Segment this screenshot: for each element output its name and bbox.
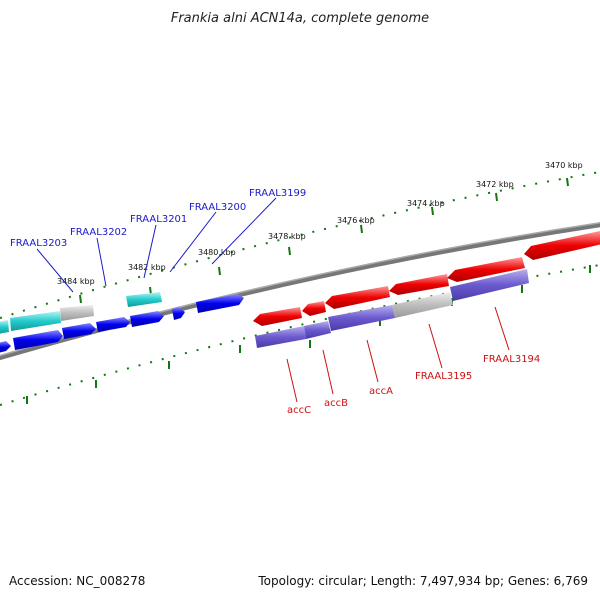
- gene-arrow[interactable]: [302, 301, 326, 316]
- gene-arrow[interactable]: [0, 341, 11, 353]
- gene-arrow[interactable]: [130, 311, 164, 327]
- gene-arrow[interactable]: [10, 311, 61, 331]
- gene-label[interactable]: FRAAL3199: [249, 188, 306, 199]
- genome-summary: Topology: circular; Length: 7,497,934 bp…: [258, 574, 588, 588]
- gene-arrow[interactable]: [253, 307, 302, 326]
- gene-arrow[interactable]: [126, 292, 162, 307]
- accession-label: Accession: NC_008278: [9, 574, 146, 588]
- gene-cds[interactable]: [392, 292, 453, 318]
- gene-label[interactable]: accA: [369, 386, 393, 397]
- gene-arrow[interactable]: [447, 257, 525, 282]
- tick-label: 3484 kbp: [57, 277, 95, 286]
- gene-label[interactable]: FRAAL3203: [10, 238, 67, 249]
- gene-arrow[interactable]: [0, 320, 9, 334]
- gene-label[interactable]: FRAAL3194: [483, 354, 540, 365]
- gene-arrow[interactable]: [196, 294, 244, 313]
- gene-arrow[interactable]: [524, 231, 600, 260]
- gene-arrow[interactable]: [60, 305, 94, 321]
- gene-cds[interactable]: [450, 269, 529, 301]
- map-title: Frankia alni ACN14a, complete genome: [171, 11, 429, 26]
- tick-label: 3474 kbp: [407, 199, 445, 208]
- gene-labels-red: FRAAL3194 FRAAL3195 accA accB accC: [287, 354, 540, 416]
- tick-label: 3476 kbp: [337, 216, 375, 225]
- forward-strand-genes: [0, 292, 244, 353]
- gene-cds[interactable]: [255, 326, 306, 348]
- gene-cds[interactable]: [304, 321, 331, 339]
- tick-label: 3472 kbp: [476, 180, 514, 189]
- tick-label: 3480 kbp: [198, 248, 236, 257]
- gene-cds[interactable]: [328, 305, 395, 331]
- gene-arrow[interactable]: [172, 307, 185, 320]
- tick-label: 3470 kbp: [545, 161, 583, 170]
- gene-arrow[interactable]: [62, 323, 96, 339]
- gene-label[interactable]: accB: [324, 398, 348, 409]
- gene-label[interactable]: accC: [287, 405, 311, 416]
- gene-label[interactable]: FRAAL3195: [415, 371, 472, 382]
- outer-major-ticks: [79, 177, 569, 304]
- reverse-strand-genes: [253, 231, 600, 348]
- gene-label[interactable]: FRAAL3202: [70, 227, 127, 238]
- gene-arrow[interactable]: [389, 274, 449, 295]
- red-label-leaders: [286, 306, 510, 403]
- tick-label: 3478 kbp: [268, 232, 306, 241]
- blue-label-leaders: [36, 197, 277, 293]
- gene-label[interactable]: FRAAL3201: [130, 214, 187, 225]
- gene-arrow[interactable]: [13, 330, 63, 350]
- gene-arrow[interactable]: [325, 286, 390, 309]
- gene-labels-blue: FRAAL3199 FRAAL3200 FRAAL3201 FRAAL3202 …: [10, 188, 306, 249]
- gene-arrow[interactable]: [96, 317, 130, 332]
- gene-label[interactable]: FRAAL3200: [189, 202, 246, 213]
